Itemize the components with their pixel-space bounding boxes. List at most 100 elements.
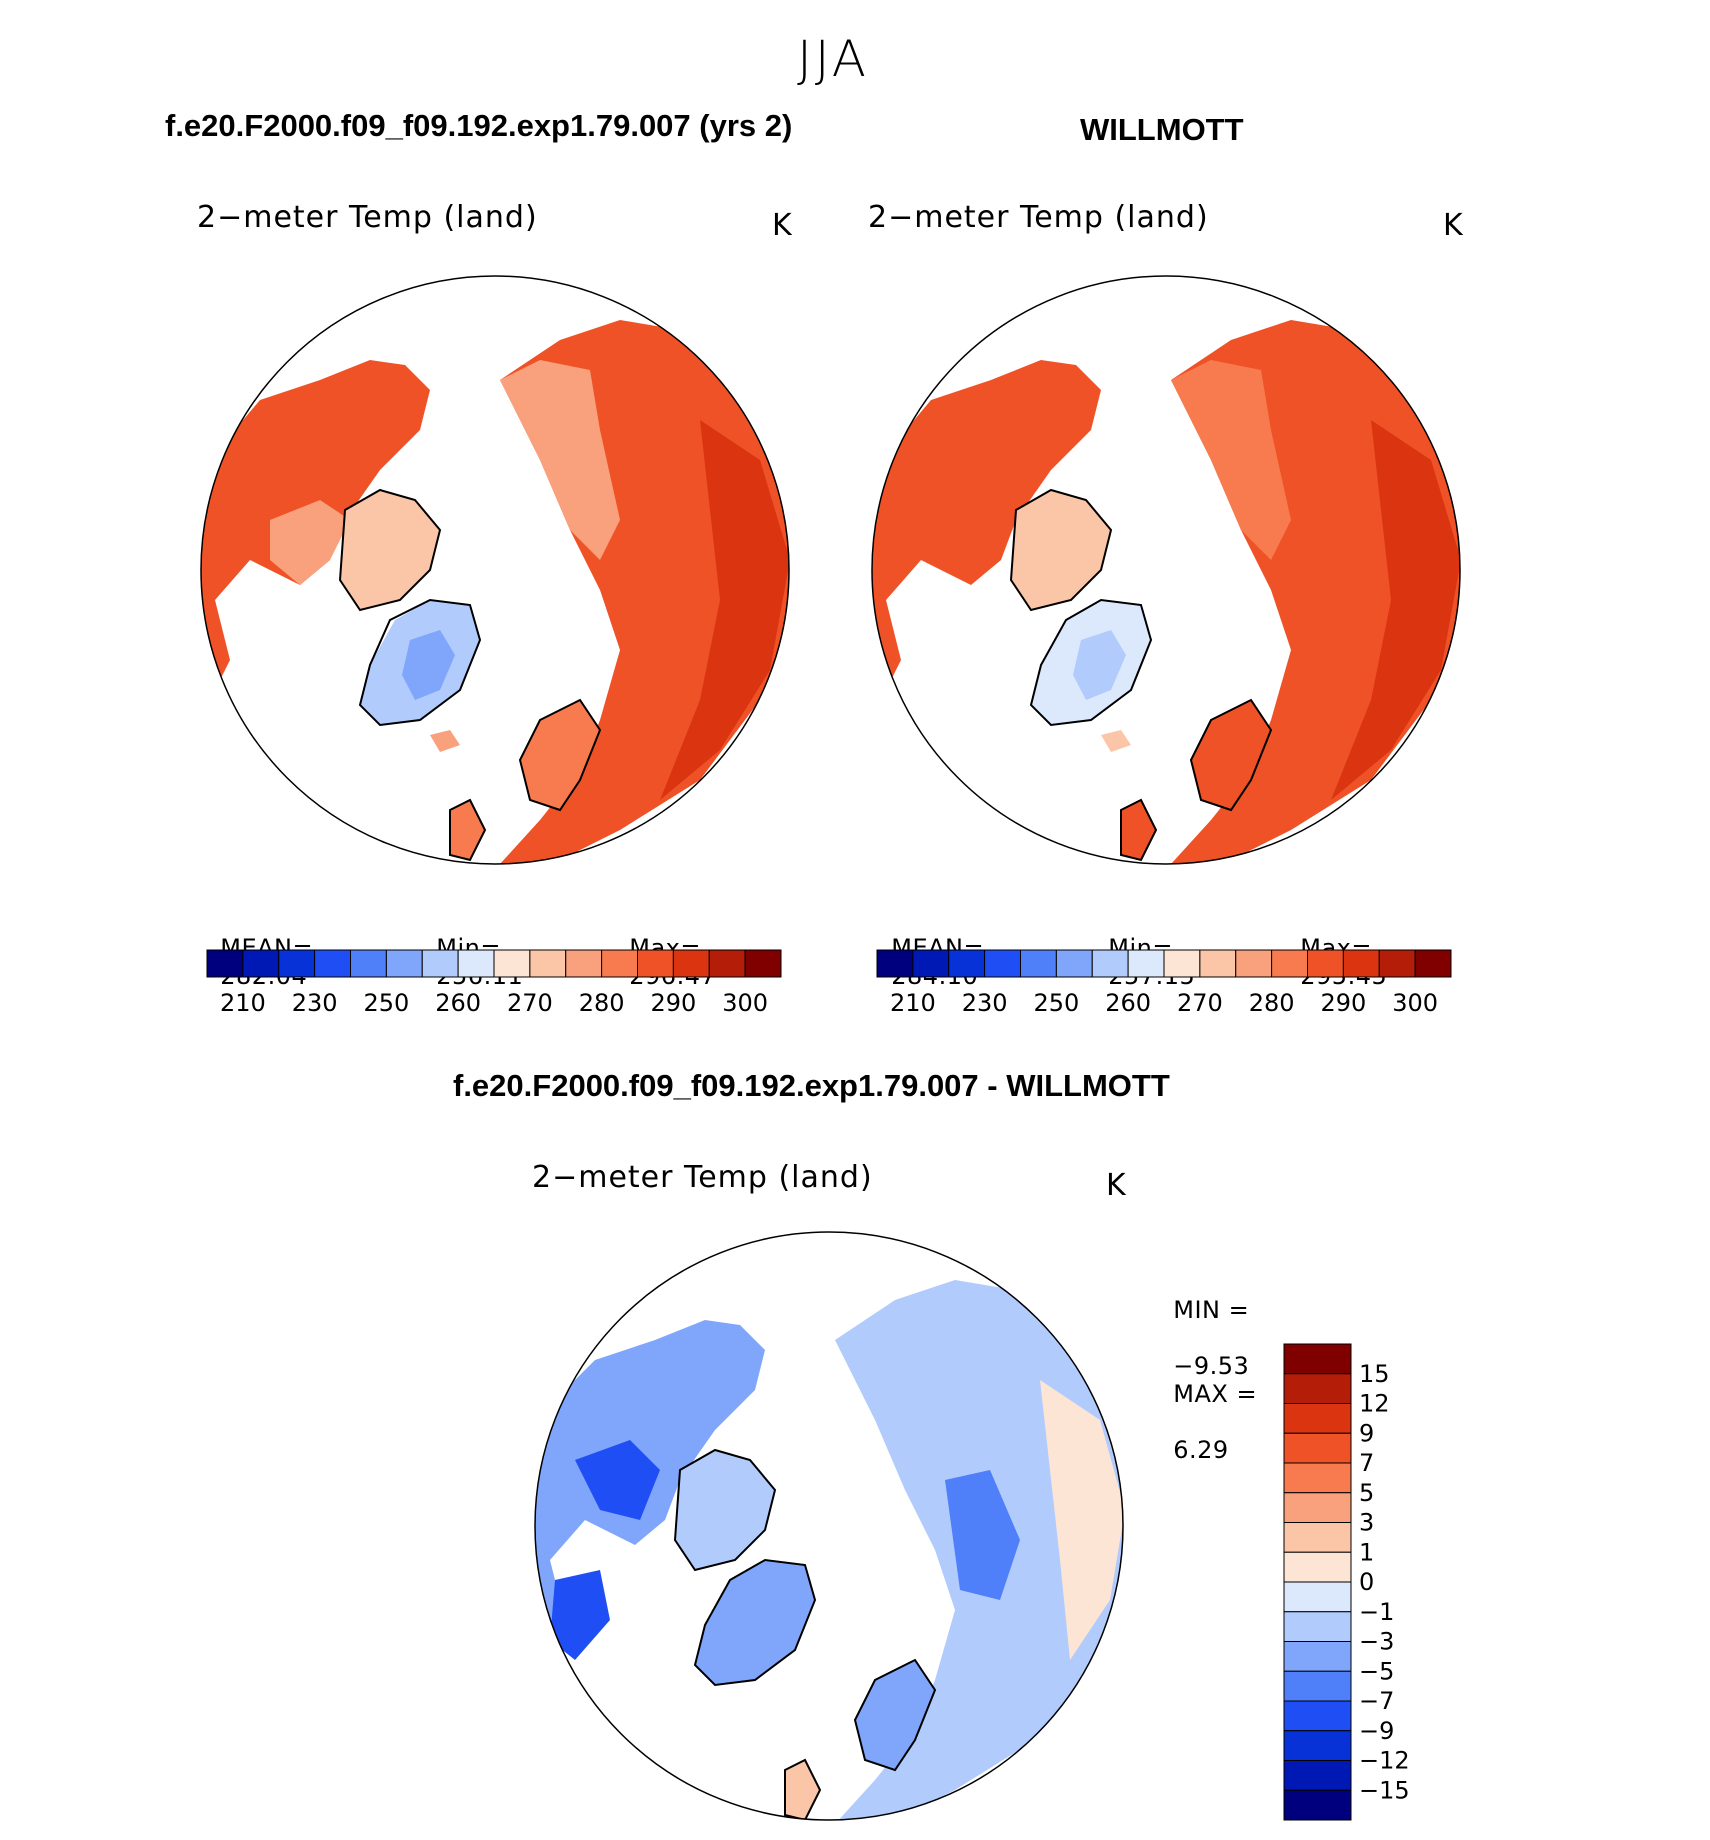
colorbar-panel2: 210 230 250 260 270 280 290 300 bbox=[876, 949, 1452, 1017]
cbar3-swatch-11 bbox=[1283, 1670, 1352, 1702]
cbar3-tick-10: −5 bbox=[1359, 1657, 1394, 1685]
map1-eurasia-warm bbox=[660, 420, 789, 800]
cbar2-swatch-10 bbox=[1235, 949, 1273, 978]
cbar3-tick-4: 5 bbox=[1359, 1479, 1374, 1507]
map1 bbox=[201, 320, 789, 864]
cbar1-swatch-9 bbox=[529, 949, 567, 978]
panel1-case-title: f.e20.F2000.f09_f09.192.exp1.79.007 (yrs… bbox=[165, 108, 793, 143]
cbar2-swatch-2 bbox=[948, 949, 986, 978]
cbar2-swatch-7 bbox=[1127, 949, 1165, 978]
cbar2-swatch-8 bbox=[1163, 949, 1201, 978]
cbar2-tick-4: 270 bbox=[1177, 989, 1223, 1017]
cbar1-swatch-5 bbox=[385, 949, 423, 978]
cbar2-tick-0: 210 bbox=[890, 989, 936, 1017]
map3-scandinavia bbox=[855, 1660, 935, 1770]
cbar2-swatch-3 bbox=[984, 949, 1021, 978]
cbar1-swatch-6 bbox=[421, 949, 459, 978]
map2 bbox=[872, 320, 1460, 864]
map3-na-strong bbox=[575, 1440, 660, 1520]
cbar2-tick-7: 300 bbox=[1392, 989, 1438, 1017]
season-title: JJA bbox=[797, 30, 869, 88]
map1-archipelago bbox=[340, 490, 440, 610]
cbar1-tick-4: 270 bbox=[507, 989, 553, 1017]
map2-eurasia-warm bbox=[1331, 420, 1460, 800]
map3-greenland bbox=[695, 1560, 815, 1685]
cbar2-tick-6: 290 bbox=[1320, 989, 1366, 1017]
cbar3-tick-7: 0 bbox=[1359, 1568, 1374, 1596]
cbar3-tick-2: 9 bbox=[1359, 1419, 1374, 1447]
cbar2-swatch-14 bbox=[1378, 949, 1416, 978]
cbar1-swatch-8 bbox=[493, 949, 531, 978]
map1-north-america-cool bbox=[270, 500, 350, 585]
map2-north-america bbox=[872, 360, 1101, 710]
map2-uk bbox=[1121, 800, 1156, 860]
cbar1-tick-7: 300 bbox=[722, 989, 768, 1017]
cbar1-swatch-0 bbox=[206, 949, 244, 978]
cbar3-swatch-7 bbox=[1283, 1551, 1352, 1583]
cbar3-tick-3: 7 bbox=[1359, 1449, 1374, 1477]
cbar3-swatch-5 bbox=[1283, 1492, 1352, 1523]
cbar1-swatch-15 bbox=[744, 949, 782, 978]
cbar1-swatch-2 bbox=[278, 949, 316, 978]
cbar2-swatch-11 bbox=[1271, 949, 1308, 978]
cbar3-tick-6: 1 bbox=[1359, 1538, 1374, 1566]
cbar3-tick-1: 12 bbox=[1359, 1390, 1390, 1418]
cbar1-swatch-11 bbox=[601, 949, 638, 978]
cbar2-swatch-4 bbox=[1020, 949, 1057, 978]
cbar2-tick-5: 280 bbox=[1249, 989, 1295, 1017]
map2-iceland bbox=[1101, 730, 1131, 752]
cbar2-swatch-12 bbox=[1307, 949, 1344, 978]
cbar1-swatch-14 bbox=[708, 949, 746, 978]
map3 bbox=[535, 1280, 1123, 1820]
cbar3-tick-14: −15 bbox=[1359, 1776, 1410, 1804]
cbar3-swatch-10 bbox=[1283, 1641, 1352, 1672]
cbar1-tick-2: 250 bbox=[363, 989, 409, 1017]
map3-eurasia-blue bbox=[945, 1470, 1020, 1600]
cbar3-swatch-2 bbox=[1283, 1403, 1352, 1434]
map3-uk bbox=[785, 1760, 820, 1820]
cbar2-swatch-1 bbox=[912, 949, 950, 978]
map2-eurasia-coast bbox=[1171, 360, 1291, 560]
map1-scandinavia bbox=[520, 700, 600, 810]
panel2-units: K bbox=[1443, 208, 1463, 243]
cbar3-swatch-9 bbox=[1283, 1611, 1352, 1642]
cbar1-tick-6: 290 bbox=[650, 989, 696, 1017]
diff-max-label: MAX = bbox=[1173, 1380, 1258, 1408]
panel1-units: K bbox=[772, 208, 792, 243]
cbar1-tick-1: 230 bbox=[292, 989, 338, 1017]
cbar3-swatch-1 bbox=[1283, 1373, 1352, 1404]
cbar3-swatch-4 bbox=[1283, 1462, 1352, 1494]
map3-eurasia-warm bbox=[1040, 1380, 1123, 1660]
diff-min: −9.53 bbox=[1173, 1352, 1250, 1380]
cbar3-swatch-6 bbox=[1283, 1522, 1352, 1553]
cbar2-swatch-13 bbox=[1342, 949, 1380, 978]
cbar2-tick-2: 250 bbox=[1033, 989, 1079, 1017]
cbar1-swatch-7 bbox=[457, 949, 495, 978]
map3-coastlines bbox=[673, 1448, 937, 1820]
map3-na-south bbox=[550, 1570, 610, 1660]
cbar2-swatch-0 bbox=[876, 949, 914, 978]
cbar3-tick-11: −7 bbox=[1359, 1687, 1394, 1715]
cbar1-tick-5: 280 bbox=[579, 989, 625, 1017]
colorbar-panel1: 210 230 250 260 270 280 290 300 bbox=[206, 949, 782, 1017]
cbar3-swatch-3 bbox=[1283, 1432, 1352, 1464]
cbar3-tick-8: −1 bbox=[1359, 1598, 1394, 1626]
cbar1-tick-3: 260 bbox=[435, 989, 481, 1017]
cbar3-swatch-14 bbox=[1283, 1760, 1352, 1791]
cbar1-swatch-13 bbox=[672, 949, 710, 978]
cbar2-tick-1: 230 bbox=[962, 989, 1008, 1017]
cbar1-swatch-12 bbox=[637, 949, 674, 978]
panel2-field-title: 2−meter Temp (land) bbox=[868, 200, 1209, 235]
map2-scandinavia bbox=[1191, 700, 1271, 810]
map2-greenland-core bbox=[1073, 630, 1126, 700]
cbar1-swatch-10 bbox=[565, 949, 603, 978]
cbar3-tick-0: 15 bbox=[1359, 1360, 1390, 1388]
diff-field-title: 2−meter Temp (land) bbox=[532, 1160, 873, 1195]
map2-archipelago bbox=[1011, 490, 1111, 610]
cbar1-swatch-4 bbox=[350, 949, 387, 978]
cbar3-tick-9: −3 bbox=[1359, 1628, 1394, 1656]
diff-min-label: MIN = bbox=[1173, 1296, 1250, 1324]
map3-archipelago bbox=[675, 1450, 775, 1570]
